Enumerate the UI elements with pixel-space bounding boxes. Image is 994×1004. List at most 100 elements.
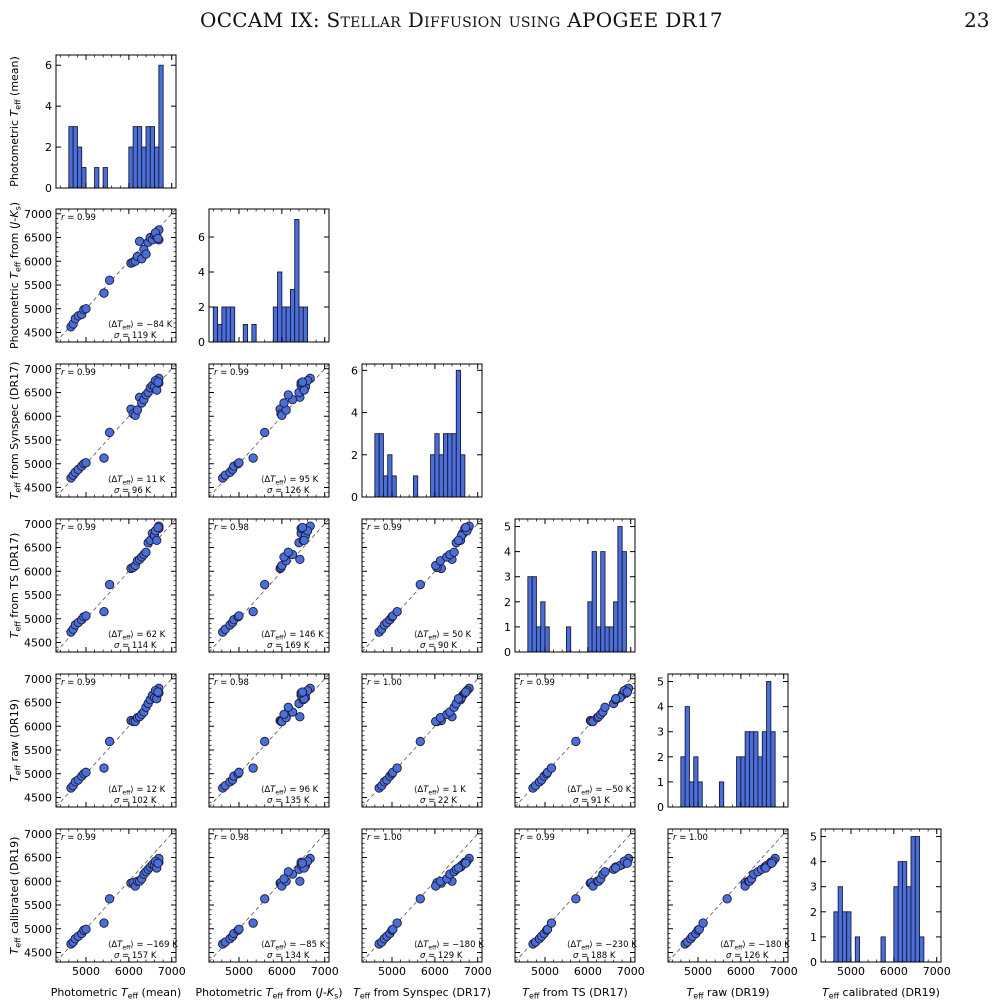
scatter-panel	[514, 828, 636, 963]
mean-offset-label: ⟨ΔTeff⟩ = −169 K	[108, 940, 178, 952]
y-tick-label: 5000	[24, 458, 52, 471]
y-tick-label: 6000	[24, 255, 52, 268]
x-tick-label: 6000	[115, 965, 143, 978]
histogram-bar	[837, 886, 843, 963]
histogram-bar	[68, 126, 74, 189]
scatter-panel	[55, 828, 177, 963]
x-tick-label: 7000	[617, 965, 645, 978]
scatter-point	[260, 894, 270, 904]
y-tick-label: 6	[45, 59, 52, 72]
y-tick-label: 6000	[24, 565, 52, 578]
correlation-label: r = 0.99	[520, 833, 555, 843]
mean-offset-label: ⟨ΔTeff⟩ = 95 K	[261, 475, 319, 487]
histogram-bar	[225, 306, 231, 343]
y-tick-label: 6500	[24, 232, 52, 245]
y-axis-title: Photometric Teff (mean)	[8, 56, 23, 187]
histogram-bar	[736, 756, 742, 808]
scatter-point	[234, 611, 244, 621]
histogram-bar	[604, 626, 610, 653]
histogram-bar	[766, 681, 772, 808]
scatter-point	[81, 304, 91, 314]
scatter-point	[153, 233, 163, 244]
scatter-point	[283, 867, 293, 877]
sigma-label: σ = 169 K	[267, 641, 310, 651]
scatter-point	[153, 858, 163, 868]
histogram-bar	[229, 306, 236, 343]
histogram-bar	[880, 936, 886, 963]
histogram-bar	[387, 454, 393, 498]
histogram-bar	[591, 551, 597, 653]
mean-offset-label: ⟨ΔTeff⟩ = −230 K	[567, 940, 637, 952]
histogram-bar	[684, 706, 690, 808]
scatter-point	[283, 702, 293, 712]
y-tick-label: 2	[504, 596, 511, 609]
histogram-bar	[770, 731, 776, 808]
scatter-point	[99, 453, 109, 463]
y-tick-label: 6000	[24, 720, 52, 733]
scatter-panel	[208, 363, 330, 498]
scatter-point	[761, 863, 771, 873]
scatter-point	[81, 924, 91, 934]
histogram-frame	[208, 208, 330, 343]
scatter-point	[132, 405, 143, 415]
scatter-point	[297, 377, 308, 387]
scatter-point	[600, 702, 610, 712]
x-axis-title: Teff calibrated (DR19)	[822, 986, 940, 1001]
scatter-point	[248, 763, 258, 773]
scatter-point	[453, 694, 464, 704]
y-axis-title: Teff from Synspec (DR17)	[8, 362, 23, 500]
histogram-bar	[76, 146, 83, 189]
y-tick-label: 4500	[24, 327, 52, 340]
y-tick-label: 2	[657, 751, 664, 764]
y-tick-label: 7000	[24, 208, 52, 221]
y-tick-label: 7000	[24, 673, 52, 686]
histogram-bar	[128, 146, 134, 189]
x-tick-label: 5000	[531, 965, 559, 978]
y-tick-label: 5	[657, 676, 664, 689]
histogram-bar	[565, 626, 572, 653]
scatter-point	[415, 894, 425, 904]
x-tick-label: 5000	[684, 965, 712, 978]
scatter-point	[104, 894, 115, 904]
page-number: 23	[964, 8, 990, 32]
histogram-bar	[294, 219, 300, 343]
x-tick-label: 7000	[464, 965, 492, 978]
correlation-label: r = 0.98	[214, 833, 249, 843]
scatter-point	[622, 687, 632, 697]
scatter-point	[279, 709, 289, 720]
histogram-bar	[221, 306, 227, 343]
mean-offset-label: ⟨ΔTeff⟩ = 146 K	[261, 630, 324, 642]
scatter-point	[698, 918, 708, 928]
page-header: OCCAM IX: Stellar Diffusion using APOGEE…	[0, 0, 994, 40]
sigma-label: σ = 90 K	[420, 641, 457, 651]
x-tick-label: 6000	[880, 965, 908, 978]
histogram-bar	[748, 731, 755, 808]
y-tick-label: 6500	[24, 697, 52, 710]
y-tick-label: 1	[810, 931, 817, 944]
scatter-point	[134, 236, 145, 246]
y-tick-label: 5000	[24, 768, 52, 781]
scatter-point	[297, 522, 308, 533]
sigma-label: σ = 188 K	[573, 951, 616, 961]
mean-offset-label: ⟨ΔTeff⟩ = 96 K	[261, 785, 319, 797]
histogram-bar	[212, 306, 219, 343]
y-tick-label: 2	[45, 141, 52, 154]
mean-offset-label: ⟨ΔTeff⟩ = 1 K	[414, 785, 466, 797]
y-tick-label: 7000	[24, 363, 52, 376]
mean-offset-label: ⟨ΔTeff⟩ = 50 K	[414, 630, 472, 642]
histogram-bar	[753, 731, 759, 808]
scatter-point	[81, 611, 91, 621]
scatter-point	[153, 687, 163, 697]
scatter-point	[248, 918, 258, 928]
y-tick-label: 5500	[24, 744, 52, 757]
scatter-point	[295, 554, 305, 565]
scatter-point	[104, 579, 115, 590]
y-tick-label: 6000	[24, 410, 52, 423]
scatter-point	[767, 858, 777, 868]
histogram-bar	[688, 781, 695, 808]
scatter-point	[104, 275, 115, 285]
correlation-label: r = 0.99	[214, 368, 249, 378]
sigma-label: σ = 119 K	[114, 331, 157, 341]
histogram-bar	[919, 936, 925, 963]
correlation-label: r = 1.00	[673, 833, 708, 843]
